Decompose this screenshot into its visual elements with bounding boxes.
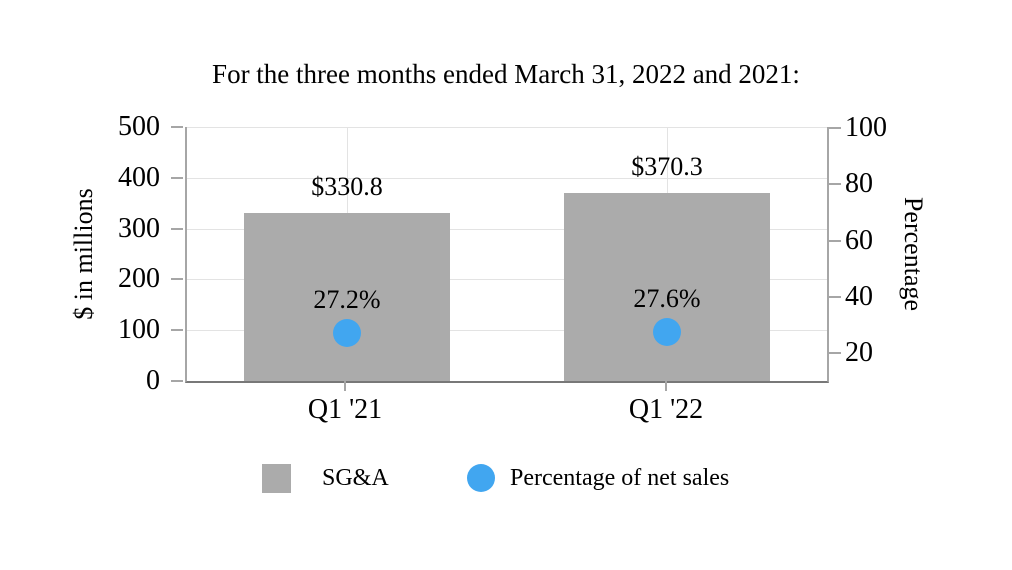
gridline-h bbox=[187, 127, 827, 128]
gridline-h bbox=[187, 177, 827, 179]
left-axis-tick-label: 400 bbox=[118, 161, 160, 193]
right-axis-tick-label: 20 bbox=[845, 337, 873, 368]
right-axis-tick bbox=[829, 352, 841, 354]
x-axis-label-q1-21: Q1 '21 bbox=[307, 394, 383, 425]
left-axis-tick-label: 200 bbox=[118, 263, 160, 295]
percentage-marker-q1-22 bbox=[653, 317, 681, 346]
bar-value-label: $330.8 bbox=[311, 172, 383, 201]
left-axis-tick-label: 300 bbox=[118, 212, 160, 244]
left-axis-tick-label: 100 bbox=[118, 314, 160, 346]
gridline-h bbox=[187, 228, 827, 230]
left-axis-tick bbox=[171, 329, 183, 332]
right-axis-tick-label: 100 bbox=[845, 112, 887, 143]
right-axis-tick bbox=[829, 239, 841, 242]
left-axis-title: $ in millions bbox=[69, 188, 98, 320]
legend-label-percentage: Percentage of net sales bbox=[510, 465, 730, 491]
right-axis-tick bbox=[829, 295, 841, 298]
right-axis-tick-label: 60 bbox=[845, 224, 873, 256]
right-axis-tick-label: 80 bbox=[845, 168, 873, 200]
bar-value-label: $370.3 bbox=[631, 151, 703, 181]
left-axis-tick bbox=[171, 278, 183, 281]
gridline-h bbox=[187, 330, 827, 332]
x-axis-label-q1-22: Q1 '22 bbox=[628, 394, 704, 425]
x-axis-tick bbox=[344, 381, 346, 391]
left-axis-tick-label: 0 bbox=[146, 365, 160, 396]
legend-label-sga: SG&A bbox=[322, 465, 389, 491]
bar-q1-22 bbox=[564, 192, 770, 381]
bar-q1-21 bbox=[244, 213, 450, 381]
left-axis-tick-label: 500 bbox=[118, 111, 160, 142]
x-axis-tick bbox=[665, 381, 667, 391]
right-axis-tick-label: 40 bbox=[845, 280, 873, 312]
left-axis-tick bbox=[171, 176, 183, 179]
right-axis-tick bbox=[829, 127, 841, 129]
gridline-h bbox=[187, 279, 827, 281]
left-axis-tick bbox=[171, 227, 183, 230]
right-axis-title: Percentage bbox=[899, 196, 928, 312]
percentage-marker-q1-21 bbox=[333, 318, 361, 347]
plot-area: $330.8 $370.3 27.2% 27.6% bbox=[185, 127, 829, 383]
percentage-value-label: 27.2% bbox=[313, 284, 381, 314]
legend-swatch-percentage bbox=[467, 464, 495, 492]
left-axis-tick bbox=[171, 380, 183, 382]
left-axis-tick bbox=[171, 126, 183, 128]
right-axis-tick bbox=[829, 183, 841, 186]
chart-title: For the three months ended March 31, 202… bbox=[212, 59, 800, 89]
percentage-value-label: 27.6% bbox=[633, 283, 701, 313]
legend-swatch-sga bbox=[262, 464, 291, 493]
